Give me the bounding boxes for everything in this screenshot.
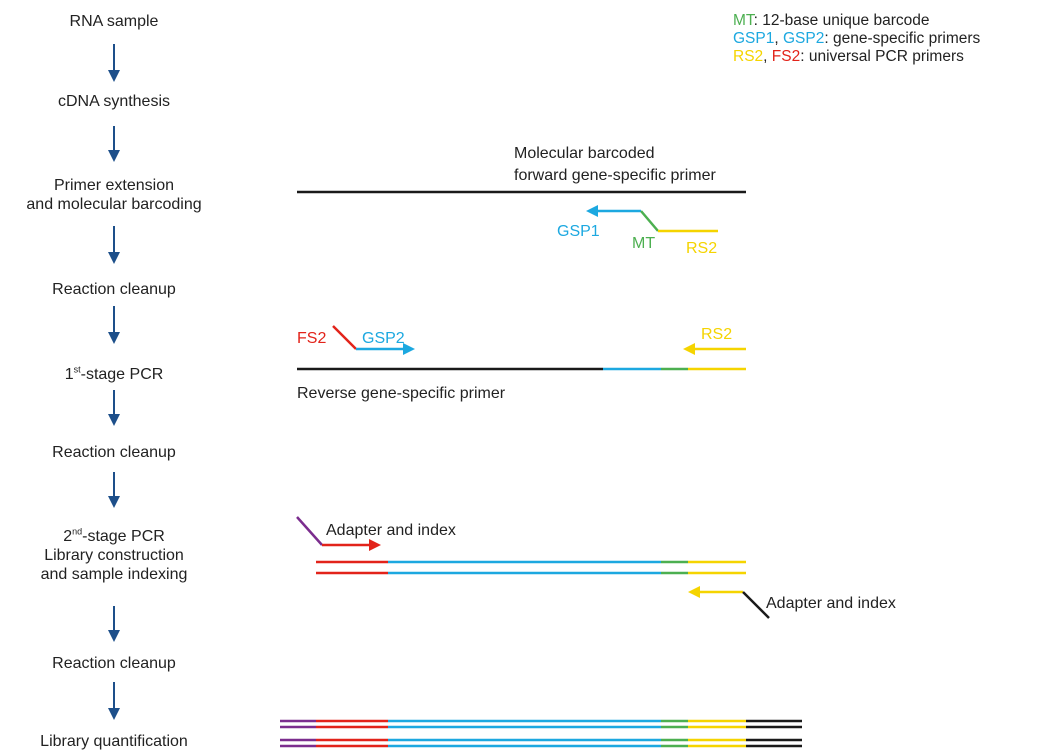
step-second-stage-pcr-text: -stage PCR: [82, 528, 165, 545]
step-first-stage-pcr: 1st-stage PCR: [0, 365, 228, 384]
reverse-primer-label: Reverse gene-specific primer: [297, 385, 506, 402]
gsp2-arrowhead: [403, 343, 415, 355]
fs2-diagonal: [332, 325, 357, 350]
adapter-yellow-arrowhead: [688, 586, 700, 598]
legend-sep-gsp: ,: [774, 30, 783, 47]
down-arrow-head-7: [108, 630, 120, 642]
legend-key-gsp1: GSP1: [733, 30, 775, 47]
mt-label: MT: [632, 235, 655, 252]
mt-barcode: [640, 210, 659, 232]
barcoding-title-line1: Molecular barcoded: [514, 145, 655, 162]
first-pcr-diagram: FS2 GSP2 RS2 Reverse gene-specific prime…: [297, 325, 746, 402]
legend: MT: 12-base unique barcode GSP1, GSP2: g…: [733, 12, 980, 66]
second-pcr-diagram: Adapter and index Adapter and index: [296, 516, 896, 619]
legend-sep-universal: ,: [763, 48, 772, 65]
legend-line-gsp: GSP1, GSP2: gene-specific primers: [733, 30, 980, 48]
down-arrow-head-4: [108, 332, 120, 344]
legend-key-fs2: FS2: [771, 48, 801, 65]
step-reaction-cleanup-2: Reaction cleanup: [52, 444, 176, 461]
step-library-quantification: Library quantification: [40, 733, 188, 750]
legend-text-universal: : universal PCR primers: [800, 48, 964, 65]
down-arrow-head-3: [108, 252, 120, 264]
rs2-label-1: RS2: [686, 240, 717, 257]
step-reaction-cleanup-3: Reaction cleanup: [52, 655, 176, 672]
step-rna-sample: RNA sample: [69, 13, 159, 30]
step-first-stage-pcr-text: -stage PCR: [80, 366, 164, 383]
gsp1-arrowhead: [586, 205, 598, 217]
legend-key-gsp2: GSP2: [782, 30, 825, 47]
legend-key-mt: MT: [733, 12, 754, 29]
step-cdna-synthesis: cDNA synthesis: [57, 93, 171, 110]
down-arrow-head-2: [108, 150, 120, 162]
fs2-label: FS2: [297, 330, 326, 347]
rs2-arrowhead: [683, 343, 695, 355]
step-primer-extension: Primer extension and molecular barcoding: [0, 176, 228, 214]
legend-key-rs2: RS2: [733, 48, 764, 65]
barcoding-title-line2: forward gene-specific primer: [514, 167, 717, 184]
step-second-stage-pcr-sup: nd: [72, 526, 83, 537]
step-second-stage-pcr-line3: and sample indexing: [40, 566, 188, 583]
workflow-arrows: [108, 44, 120, 720]
adapter-black-diagonal: [742, 591, 770, 619]
legend-text-mt: : 12-base unique barcode: [753, 12, 930, 29]
step-second-stage-pcr-num: 2: [63, 528, 73, 545]
step-first-stage-pcr-sup: st: [73, 364, 81, 375]
step-reaction-cleanup-1: Reaction cleanup: [52, 281, 176, 298]
barcoding-step-diagram: Molecular barcoded forward gene-specific…: [297, 145, 746, 257]
step-primer-extension-line2: and molecular barcoding: [26, 196, 202, 213]
adapter-purple-diagonal: [296, 516, 323, 546]
down-arrow-head-1: [108, 70, 120, 82]
adapter-red-arrowhead: [369, 539, 381, 551]
down-arrow-head-8: [108, 708, 120, 720]
final-library-diagram: [280, 719, 802, 748]
legend-text-gsp: : gene-specific primers: [824, 30, 981, 47]
rs2-label-2: RS2: [701, 326, 732, 343]
step-second-stage-pcr-line1: 2nd-stage PCR: [0, 527, 228, 546]
step-second-stage-pcr: 2nd-stage PCR Library construction and s…: [0, 527, 228, 584]
legend-line-mt: MT: 12-base unique barcode: [733, 12, 980, 30]
down-arrow-head-5: [108, 414, 120, 426]
step-second-stage-pcr-line2: Library construction: [44, 547, 184, 564]
gsp1-label: GSP1: [557, 223, 600, 240]
adapter-index-bottom-label: Adapter and index: [766, 595, 896, 612]
step-first-stage-pcr-num: 1: [64, 366, 74, 383]
gsp2-label: GSP2: [362, 330, 405, 347]
step-primer-extension-line1: Primer extension: [53, 177, 175, 194]
down-arrow-head-6: [108, 496, 120, 508]
legend-line-universal: RS2, FS2: universal PCR primers: [733, 48, 980, 66]
adapter-index-top-label: Adapter and index: [326, 522, 456, 539]
